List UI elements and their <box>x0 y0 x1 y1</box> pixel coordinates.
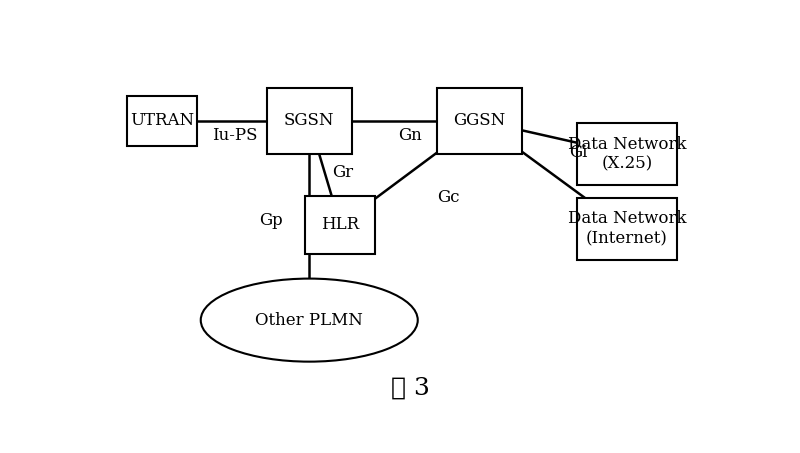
Text: Data Network
(X.25): Data Network (X.25) <box>568 136 686 172</box>
FancyBboxPatch shape <box>306 196 375 254</box>
Text: HLR: HLR <box>321 216 359 233</box>
Text: Data Network
(Internet): Data Network (Internet) <box>568 211 686 247</box>
Text: Other PLMN: Other PLMN <box>255 312 363 328</box>
Text: Gi: Gi <box>569 144 587 161</box>
Text: SGSN: SGSN <box>284 112 334 129</box>
Text: Gr: Gr <box>333 164 354 181</box>
Text: Gn: Gn <box>398 127 422 144</box>
Text: Gp: Gp <box>259 212 282 229</box>
FancyBboxPatch shape <box>577 198 678 260</box>
FancyBboxPatch shape <box>266 87 352 154</box>
FancyBboxPatch shape <box>127 96 197 146</box>
FancyBboxPatch shape <box>437 87 522 154</box>
Text: Gc: Gc <box>437 189 460 206</box>
Text: GGSN: GGSN <box>454 112 506 129</box>
Text: 图 3: 图 3 <box>390 377 430 400</box>
Text: Iu-PS: Iu-PS <box>212 127 258 144</box>
Ellipse shape <box>201 279 418 361</box>
Text: UTRAN: UTRAN <box>130 112 194 129</box>
FancyBboxPatch shape <box>577 123 678 185</box>
